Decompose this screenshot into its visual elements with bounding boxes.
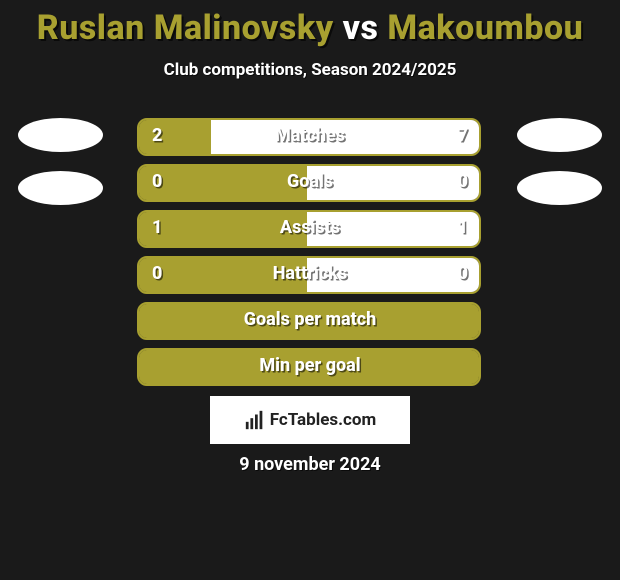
bar-row: Min per goal <box>0 348 620 394</box>
date-text: 9 november 2024 <box>0 454 620 475</box>
bar-row: Matches27 <box>0 118 620 164</box>
comparison-chart: Matches27Goals00Assists11Hattricks00Goal… <box>0 118 620 394</box>
bar-value-left: 0 <box>152 263 162 284</box>
fctables-badge: FcTables.com <box>210 396 410 444</box>
bar-value-left: 2 <box>152 125 162 146</box>
bar-row: Goals per match <box>0 302 620 348</box>
bar-value-right: 1 <box>458 217 468 238</box>
bar-row: Assists1 1 <box>0 210 620 256</box>
bar-value-left: 0 <box>152 171 162 192</box>
bar-value-left: 1 <box>152 217 162 238</box>
player2-badge <box>517 118 602 152</box>
player1-badge <box>18 118 103 152</box>
fctables-logo-icon <box>244 409 266 431</box>
title-vs: vs <box>343 8 379 48</box>
title-player1: Ruslan Malinovsky <box>37 8 334 48</box>
bar-value-right: 7 <box>458 125 468 146</box>
bar-label: Min per goal <box>0 355 620 376</box>
bar-label: Goals per match <box>0 309 620 330</box>
fctables-text: FcTables.com <box>270 410 376 430</box>
bar-row: Goals00 <box>0 164 620 210</box>
subtitle: Club competitions, Season 2024/2025 <box>0 60 620 80</box>
title-player2: Makoumbou <box>387 8 583 48</box>
page-title: Ruslan Malinovsky vs Makoumbou <box>0 0 620 48</box>
bar-value-right: 0 <box>458 263 468 284</box>
bar-label: Assists <box>0 217 620 238</box>
player1-badge <box>18 171 103 205</box>
player2-badge <box>517 171 602 205</box>
bar-value-right: 0 <box>458 171 468 192</box>
bar-label: Hattricks <box>0 263 620 284</box>
bar-row: Hattricks0 0 <box>0 256 620 302</box>
